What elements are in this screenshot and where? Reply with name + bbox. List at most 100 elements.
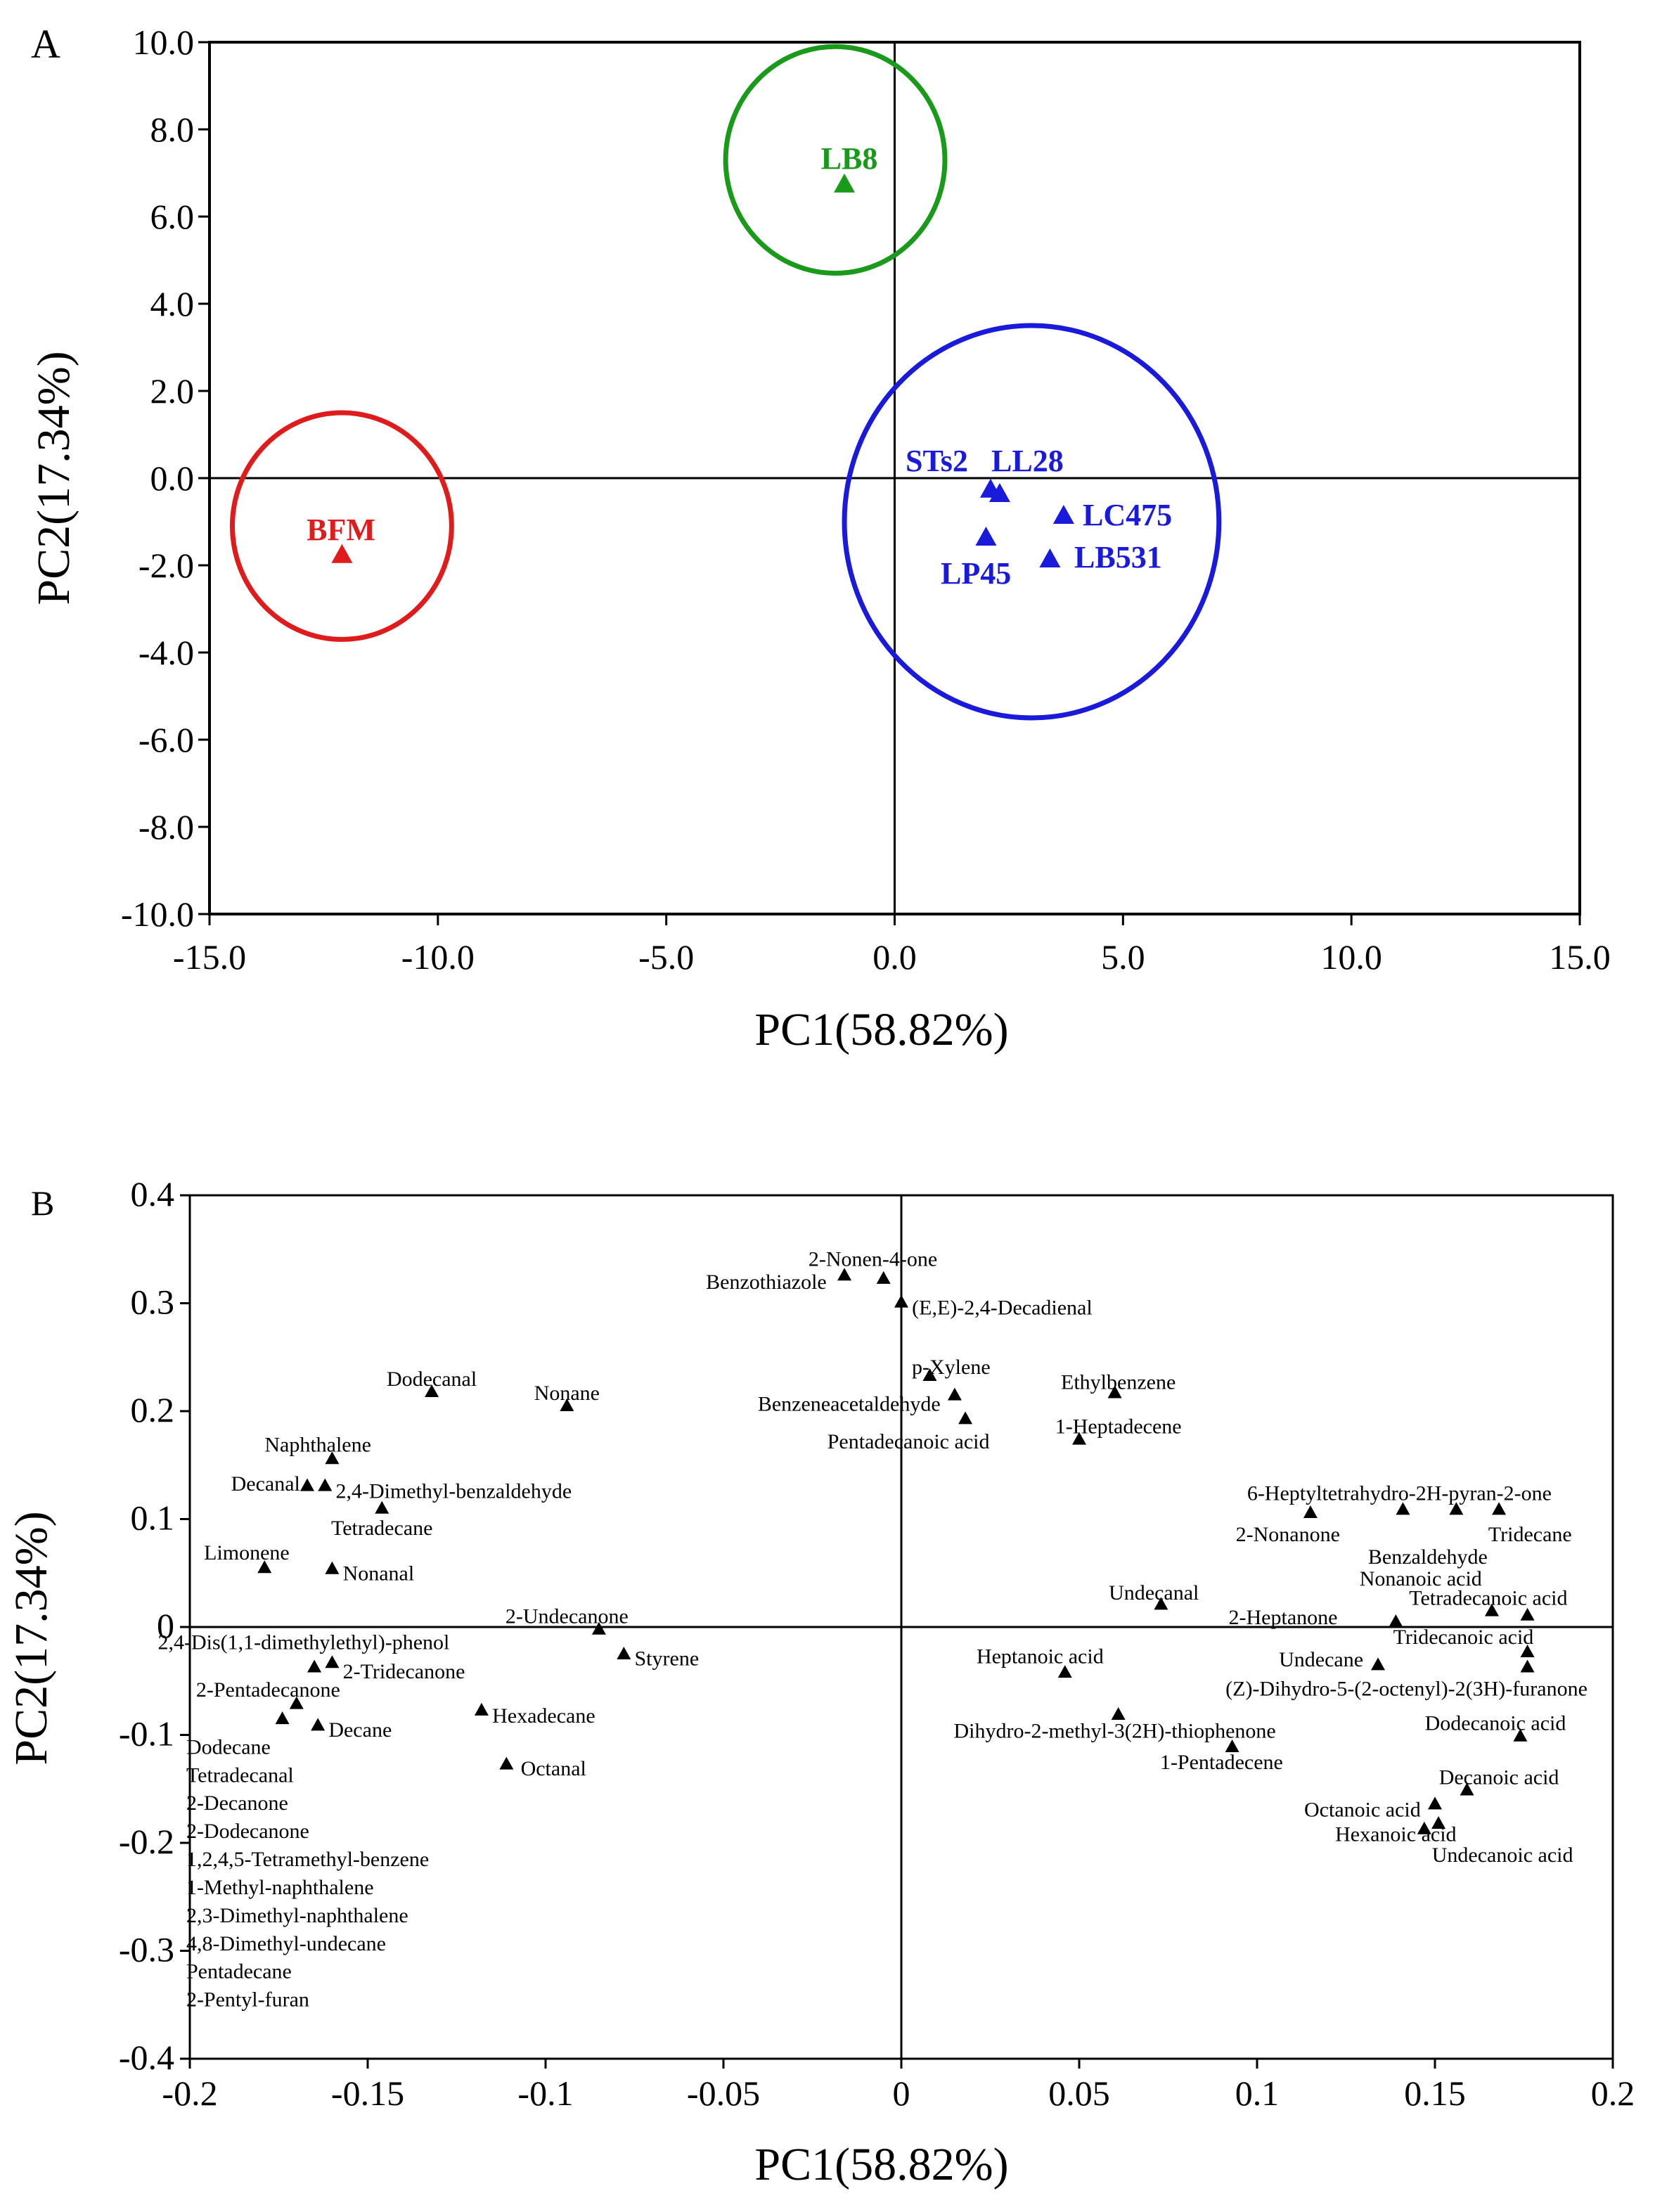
panel-a-y-tick-label: 0.0 bbox=[150, 458, 195, 498]
panel-a-group-ellipses bbox=[229, 44, 1222, 721]
variable-loading-point bbox=[1460, 1782, 1474, 1796]
panel-b: B -0.2 -0.15 -0.1 -0.05 0 0.05 0.1 0.15 0.2 0.40… bbox=[6, 1174, 1635, 2190]
variable-loading-point bbox=[1449, 1502, 1464, 1515]
variable-loading-point bbox=[325, 1451, 340, 1465]
variable-loading-point bbox=[1396, 1502, 1410, 1515]
panel-a-x-tick-label: -15.0 bbox=[173, 937, 246, 977]
panel-a-y-tick-label: 10.0 bbox=[133, 22, 195, 62]
variable-loading-point bbox=[1303, 1505, 1318, 1518]
variable-loading-point bbox=[474, 1702, 489, 1716]
variable-label: Undecanoic acid bbox=[1432, 1844, 1573, 1867]
variable-loading-point bbox=[1428, 1796, 1442, 1810]
panel-b-x-tick-label: 0.1 bbox=[1235, 2073, 1280, 2113]
panel-b-y-tick-label: 0.3 bbox=[131, 1282, 175, 1321]
panel-b-x-tick-label: 0.2 bbox=[1591, 2073, 1635, 2113]
panel-b-points bbox=[257, 1268, 1535, 1834]
panel-b-y-tick-label: -0.4 bbox=[119, 2038, 174, 2077]
variable-loading-point bbox=[307, 1659, 322, 1673]
label-sts2: STs2 bbox=[906, 444, 968, 478]
variable-label: Hexanoic acid bbox=[1335, 1823, 1456, 1846]
sample-point-bfm bbox=[331, 544, 353, 563]
panel-b-zero-lines bbox=[190, 1195, 1613, 2059]
panel-a-x-ticks: -15.0 -10.0 -5.0 0.0 5.0 10.0 15.0 bbox=[173, 914, 1611, 977]
variable-label: Dodecanoic acid bbox=[1425, 1712, 1566, 1735]
variable-loading-point bbox=[1520, 1659, 1535, 1673]
group-ellipse-lb8 bbox=[723, 44, 948, 276]
variable-label: Styrene bbox=[635, 1647, 700, 1671]
panel-b-y-axis-title: PC2(17.34%) bbox=[6, 1511, 57, 1765]
variable-loading-point bbox=[1389, 1614, 1403, 1627]
variable-label: Limonene bbox=[204, 1541, 290, 1564]
variable-label: Dodecane bbox=[186, 1735, 271, 1758]
variable-loading-point bbox=[1107, 1385, 1122, 1398]
sample-point-lp45 bbox=[975, 526, 997, 546]
variable-label: Decanal bbox=[231, 1472, 300, 1496]
variable-loading-point bbox=[1492, 1502, 1507, 1515]
panel-a-points bbox=[331, 173, 1074, 567]
variable-label: Nonane bbox=[534, 1382, 600, 1405]
sample-point-lb8 bbox=[834, 173, 856, 193]
variable-label: p-Xylene bbox=[912, 1356, 991, 1379]
variable-loading-point bbox=[1057, 1665, 1072, 1678]
variable-label: 6-Heptyltetrahydro-2H-pyran-2-one bbox=[1247, 1482, 1552, 1505]
variable-label: Tridecanoic acid bbox=[1393, 1626, 1534, 1649]
variable-loading-point bbox=[311, 1718, 326, 1731]
variable-label: Tridecane bbox=[1488, 1523, 1572, 1546]
panel-b-x-tick-label: -0.2 bbox=[162, 2073, 217, 2113]
panel-a-y-tick-label: 8.0 bbox=[150, 110, 195, 149]
panel-b-letter: B bbox=[31, 1183, 54, 1223]
variable-loading-point bbox=[318, 1478, 333, 1491]
label-bfm: BFM bbox=[307, 513, 375, 547]
variable-label: Tetradecanoic acid bbox=[1409, 1587, 1567, 1610]
variable-label: Decanoic acid bbox=[1439, 1766, 1559, 1789]
variable-loading-point bbox=[617, 1647, 631, 1660]
panel-a-x-axis-title: PC1(58.82%) bbox=[754, 1004, 1008, 1055]
variable-label: Pentadecanoic acid bbox=[828, 1430, 990, 1453]
variable-label: Tetradecane bbox=[331, 1517, 432, 1540]
variable-loading-point bbox=[958, 1411, 973, 1425]
variable-label: Nonanal bbox=[343, 1562, 415, 1585]
variable-label: Undecanal bbox=[1109, 1581, 1199, 1605]
variable-loading-point bbox=[325, 1561, 340, 1574]
variable-label: Benzeneacetaldehyde bbox=[758, 1392, 941, 1415]
panel-b-y-tick-label: 0.2 bbox=[131, 1390, 175, 1429]
variable-loading-point bbox=[947, 1387, 962, 1401]
variable-loading-point bbox=[1072, 1432, 1086, 1445]
variable-label: 2-Nonanone bbox=[1236, 1523, 1340, 1546]
sample-point-ll28 bbox=[989, 482, 1010, 502]
variable-label: Dihydro-2-methyl-3(2H)-thiophenone bbox=[953, 1719, 1275, 1742]
variable-loading-point bbox=[375, 1500, 389, 1514]
panel-a-y-tick-label: 6.0 bbox=[150, 197, 195, 236]
panel-a-x-tick-label: 0.0 bbox=[872, 937, 917, 977]
panel-a-y-axis-title: PC2(17.34%) bbox=[28, 351, 79, 605]
variable-loading-point bbox=[289, 1696, 304, 1709]
variable-label: 1,2,4,5-Tetramethyl-benzene bbox=[186, 1848, 429, 1871]
panel-a-y-tick-label: -6.0 bbox=[139, 720, 194, 759]
variable-loading-point bbox=[1371, 1657, 1386, 1671]
panel-a-y-ticks: 10.0 8.0 6.0 4.0 2.0 0.0 -2.0 -4.0 -6.0 -8.0 -10.0 bbox=[121, 22, 210, 934]
label-lb531: LB531 bbox=[1074, 540, 1162, 574]
sample-point-lc475 bbox=[1052, 504, 1074, 524]
label-lb8: LB8 bbox=[821, 141, 878, 176]
group-ellipse-lab bbox=[842, 323, 1222, 721]
panel-b-y-tick-label: 0 bbox=[157, 1606, 174, 1645]
variable-label: 2-Decanone bbox=[186, 1792, 288, 1815]
panel-a: A -15.0 -10.0 -5.0 0.0 5.0 10.0 15.0 10.08.06.… bbox=[28, 21, 1611, 1055]
variable-label: Octanoic acid bbox=[1304, 1798, 1421, 1821]
panel-b-y-tick-label: -0.2 bbox=[119, 1822, 174, 1861]
panel-a-y-tick-label: -4.0 bbox=[139, 633, 194, 672]
variable-loading-point bbox=[1520, 1607, 1535, 1621]
panel-b-x-tick-label: 0.15 bbox=[1404, 2073, 1466, 2113]
panel-a-letter: A bbox=[31, 21, 60, 67]
variable-label: 2,3-Dimethyl-naphthalene bbox=[186, 1904, 408, 1927]
variable-loading-point bbox=[275, 1711, 290, 1725]
panel-a-x-tick-label: 15.0 bbox=[1549, 937, 1611, 977]
panel-a-y-tick-label: 4.0 bbox=[150, 284, 195, 323]
variable-loading-point bbox=[1513, 1728, 1528, 1742]
panel-b-x-ticks: -0.2 -0.15 -0.1 -0.05 0 0.05 0.1 0.15 0.2 bbox=[162, 2059, 1635, 2113]
panel-b-x-tick-label: -0.1 bbox=[517, 2073, 573, 2113]
variable-label: 2-Pentadecanone bbox=[196, 1678, 340, 1702]
variable-loading-point bbox=[876, 1271, 891, 1284]
panel-a-y-tick-label: -2.0 bbox=[139, 546, 194, 585]
